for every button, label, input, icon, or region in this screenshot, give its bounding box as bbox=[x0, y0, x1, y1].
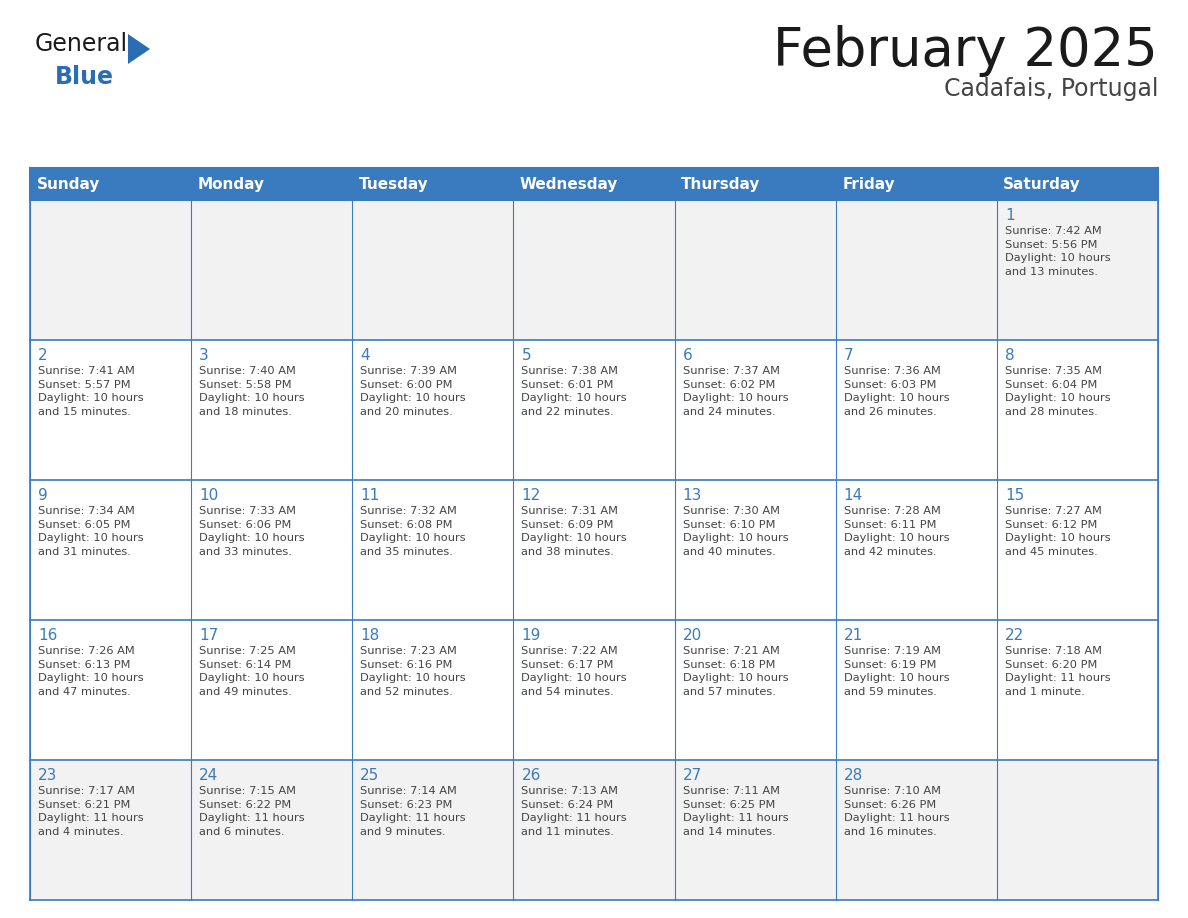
Text: Friday: Friday bbox=[842, 176, 895, 192]
Text: Sunrise: 7:33 AM
Sunset: 6:06 PM
Daylight: 10 hours
and 33 minutes.: Sunrise: 7:33 AM Sunset: 6:06 PM Dayligh… bbox=[200, 506, 305, 557]
Text: Sunrise: 7:30 AM
Sunset: 6:10 PM
Daylight: 10 hours
and 40 minutes.: Sunrise: 7:30 AM Sunset: 6:10 PM Dayligh… bbox=[683, 506, 789, 557]
Text: 23: 23 bbox=[38, 768, 57, 783]
Text: Sunrise: 7:31 AM
Sunset: 6:09 PM
Daylight: 10 hours
and 38 minutes.: Sunrise: 7:31 AM Sunset: 6:09 PM Dayligh… bbox=[522, 506, 627, 557]
Text: February 2025: February 2025 bbox=[773, 25, 1158, 77]
Text: 17: 17 bbox=[200, 628, 219, 643]
Text: 11: 11 bbox=[360, 488, 380, 503]
Text: Sunrise: 7:19 AM
Sunset: 6:19 PM
Daylight: 10 hours
and 59 minutes.: Sunrise: 7:19 AM Sunset: 6:19 PM Dayligh… bbox=[843, 646, 949, 697]
Bar bbox=[191, 168, 353, 200]
Text: Thursday: Thursday bbox=[681, 176, 760, 192]
Text: 6: 6 bbox=[683, 348, 693, 363]
Text: General: General bbox=[34, 32, 128, 56]
Text: 27: 27 bbox=[683, 768, 702, 783]
Text: Monday: Monday bbox=[197, 176, 265, 192]
Text: Tuesday: Tuesday bbox=[359, 176, 429, 192]
Text: 1: 1 bbox=[1005, 208, 1015, 223]
Text: 26: 26 bbox=[522, 768, 541, 783]
Text: 3: 3 bbox=[200, 348, 209, 363]
Text: Sunrise: 7:32 AM
Sunset: 6:08 PM
Daylight: 10 hours
and 35 minutes.: Sunrise: 7:32 AM Sunset: 6:08 PM Dayligh… bbox=[360, 506, 466, 557]
Bar bbox=[30, 480, 1158, 620]
Polygon shape bbox=[128, 34, 150, 64]
Text: Sunrise: 7:42 AM
Sunset: 5:56 PM
Daylight: 10 hours
and 13 minutes.: Sunrise: 7:42 AM Sunset: 5:56 PM Dayligh… bbox=[1005, 226, 1111, 277]
Text: 14: 14 bbox=[843, 488, 862, 503]
Text: Sunrise: 7:26 AM
Sunset: 6:13 PM
Daylight: 10 hours
and 47 minutes.: Sunrise: 7:26 AM Sunset: 6:13 PM Dayligh… bbox=[38, 646, 144, 697]
Text: Sunrise: 7:36 AM
Sunset: 6:03 PM
Daylight: 10 hours
and 26 minutes.: Sunrise: 7:36 AM Sunset: 6:03 PM Dayligh… bbox=[843, 366, 949, 417]
Text: Sunrise: 7:13 AM
Sunset: 6:24 PM
Daylight: 11 hours
and 11 minutes.: Sunrise: 7:13 AM Sunset: 6:24 PM Dayligh… bbox=[522, 786, 627, 837]
Text: Sunrise: 7:10 AM
Sunset: 6:26 PM
Daylight: 11 hours
and 16 minutes.: Sunrise: 7:10 AM Sunset: 6:26 PM Dayligh… bbox=[843, 786, 949, 837]
Bar bbox=[30, 200, 1158, 340]
Bar bbox=[30, 760, 1158, 900]
Text: Sunrise: 7:27 AM
Sunset: 6:12 PM
Daylight: 10 hours
and 45 minutes.: Sunrise: 7:27 AM Sunset: 6:12 PM Dayligh… bbox=[1005, 506, 1111, 557]
Text: Sunrise: 7:15 AM
Sunset: 6:22 PM
Daylight: 11 hours
and 6 minutes.: Sunrise: 7:15 AM Sunset: 6:22 PM Dayligh… bbox=[200, 786, 305, 837]
Text: 2: 2 bbox=[38, 348, 48, 363]
Bar bbox=[997, 168, 1158, 200]
Text: Sunrise: 7:14 AM
Sunset: 6:23 PM
Daylight: 11 hours
and 9 minutes.: Sunrise: 7:14 AM Sunset: 6:23 PM Dayligh… bbox=[360, 786, 466, 837]
Text: Sunrise: 7:37 AM
Sunset: 6:02 PM
Daylight: 10 hours
and 24 minutes.: Sunrise: 7:37 AM Sunset: 6:02 PM Dayligh… bbox=[683, 366, 789, 417]
Text: Sunday: Sunday bbox=[37, 176, 100, 192]
Text: 4: 4 bbox=[360, 348, 369, 363]
Text: Wednesday: Wednesday bbox=[520, 176, 618, 192]
Text: Saturday: Saturday bbox=[1004, 176, 1081, 192]
Text: Cadafais, Portugal: Cadafais, Portugal bbox=[943, 77, 1158, 101]
Text: 9: 9 bbox=[38, 488, 48, 503]
Bar bbox=[30, 168, 191, 200]
Text: 28: 28 bbox=[843, 768, 862, 783]
Bar bbox=[30, 340, 1158, 480]
Text: Sunrise: 7:28 AM
Sunset: 6:11 PM
Daylight: 10 hours
and 42 minutes.: Sunrise: 7:28 AM Sunset: 6:11 PM Dayligh… bbox=[843, 506, 949, 557]
Text: Sunrise: 7:25 AM
Sunset: 6:14 PM
Daylight: 10 hours
and 49 minutes.: Sunrise: 7:25 AM Sunset: 6:14 PM Dayligh… bbox=[200, 646, 305, 697]
Text: Sunrise: 7:40 AM
Sunset: 5:58 PM
Daylight: 10 hours
and 18 minutes.: Sunrise: 7:40 AM Sunset: 5:58 PM Dayligh… bbox=[200, 366, 305, 417]
Text: 15: 15 bbox=[1005, 488, 1024, 503]
Text: Sunrise: 7:35 AM
Sunset: 6:04 PM
Daylight: 10 hours
and 28 minutes.: Sunrise: 7:35 AM Sunset: 6:04 PM Dayligh… bbox=[1005, 366, 1111, 417]
Text: Sunrise: 7:18 AM
Sunset: 6:20 PM
Daylight: 11 hours
and 1 minute.: Sunrise: 7:18 AM Sunset: 6:20 PM Dayligh… bbox=[1005, 646, 1111, 697]
Text: 18: 18 bbox=[360, 628, 380, 643]
Text: 20: 20 bbox=[683, 628, 702, 643]
Text: Blue: Blue bbox=[55, 65, 114, 89]
Bar bbox=[675, 168, 835, 200]
Text: Sunrise: 7:17 AM
Sunset: 6:21 PM
Daylight: 11 hours
and 4 minutes.: Sunrise: 7:17 AM Sunset: 6:21 PM Dayligh… bbox=[38, 786, 144, 837]
Text: 24: 24 bbox=[200, 768, 219, 783]
Text: 13: 13 bbox=[683, 488, 702, 503]
Text: Sunrise: 7:21 AM
Sunset: 6:18 PM
Daylight: 10 hours
and 57 minutes.: Sunrise: 7:21 AM Sunset: 6:18 PM Dayligh… bbox=[683, 646, 789, 697]
Text: 21: 21 bbox=[843, 628, 862, 643]
Text: 7: 7 bbox=[843, 348, 853, 363]
Text: 16: 16 bbox=[38, 628, 57, 643]
Bar bbox=[513, 168, 675, 200]
Bar bbox=[353, 168, 513, 200]
Text: Sunrise: 7:38 AM
Sunset: 6:01 PM
Daylight: 10 hours
and 22 minutes.: Sunrise: 7:38 AM Sunset: 6:01 PM Dayligh… bbox=[522, 366, 627, 417]
Text: 19: 19 bbox=[522, 628, 541, 643]
Text: 8: 8 bbox=[1005, 348, 1015, 363]
Text: 10: 10 bbox=[200, 488, 219, 503]
Text: Sunrise: 7:34 AM
Sunset: 6:05 PM
Daylight: 10 hours
and 31 minutes.: Sunrise: 7:34 AM Sunset: 6:05 PM Dayligh… bbox=[38, 506, 144, 557]
Bar bbox=[30, 620, 1158, 760]
Text: 22: 22 bbox=[1005, 628, 1024, 643]
Text: Sunrise: 7:41 AM
Sunset: 5:57 PM
Daylight: 10 hours
and 15 minutes.: Sunrise: 7:41 AM Sunset: 5:57 PM Dayligh… bbox=[38, 366, 144, 417]
Bar bbox=[835, 168, 997, 200]
Text: 12: 12 bbox=[522, 488, 541, 503]
Text: Sunrise: 7:11 AM
Sunset: 6:25 PM
Daylight: 11 hours
and 14 minutes.: Sunrise: 7:11 AM Sunset: 6:25 PM Dayligh… bbox=[683, 786, 789, 837]
Text: Sunrise: 7:39 AM
Sunset: 6:00 PM
Daylight: 10 hours
and 20 minutes.: Sunrise: 7:39 AM Sunset: 6:00 PM Dayligh… bbox=[360, 366, 466, 417]
Text: 5: 5 bbox=[522, 348, 531, 363]
Text: Sunrise: 7:23 AM
Sunset: 6:16 PM
Daylight: 10 hours
and 52 minutes.: Sunrise: 7:23 AM Sunset: 6:16 PM Dayligh… bbox=[360, 646, 466, 697]
Text: 25: 25 bbox=[360, 768, 380, 783]
Text: Sunrise: 7:22 AM
Sunset: 6:17 PM
Daylight: 10 hours
and 54 minutes.: Sunrise: 7:22 AM Sunset: 6:17 PM Dayligh… bbox=[522, 646, 627, 697]
Bar bbox=[30, 168, 1158, 200]
